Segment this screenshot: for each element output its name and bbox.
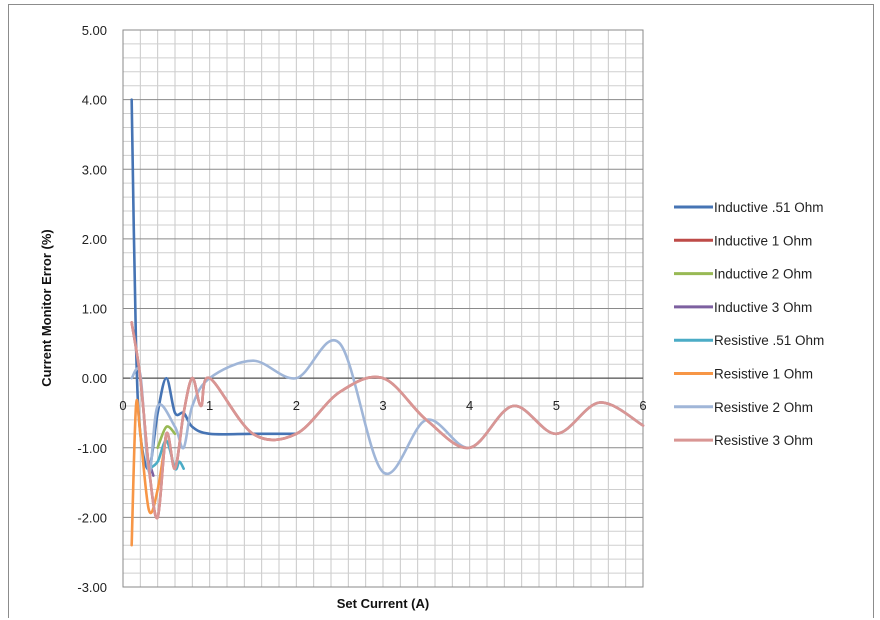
legend: Inductive .51 Ohm Inductive 1 Ohm Inductiv… [674, 200, 824, 448]
series-line-8 [130, 321, 645, 520]
x-tick-label: 6 [639, 398, 646, 413]
legend-label: Resistive 2 Ohm [714, 400, 813, 415]
grid [122, 29, 644, 588]
x-tick-label: 3 [379, 398, 386, 413]
legend-label: Inductive .51 Ohm [714, 200, 824, 215]
x-tick-label: 1 [206, 398, 213, 413]
legend-label: Resistive 1 Ohm [714, 367, 813, 382]
plot-border [122, 29, 644, 588]
tick-labels: 5.00 4.00 3.00 2.00 1.00 0.00 -1.00 -2.00 -3.00 0… [77, 23, 646, 595]
plot-area [130, 98, 645, 547]
legend-label: Inductive 1 Ohm [714, 233, 812, 248]
x-tick-label: 0 [119, 398, 126, 413]
x-tick-label: 5 [553, 398, 560, 413]
y-tick-label: -2.00 [77, 510, 107, 525]
legend-label: Resistive .51 Ohm [714, 333, 824, 348]
y-tick-label: 5.00 [82, 23, 107, 38]
legend-label: Inductive 2 Ohm [714, 267, 812, 282]
y-tick-label: -1.00 [77, 441, 107, 456]
series-line-3 [156, 425, 177, 450]
series-line-6 [130, 398, 168, 547]
x-tick-label: 4 [466, 398, 473, 413]
y-axis-title: Current Monitor Error (%) [39, 229, 54, 386]
x-axis-title: Set Current (A) [337, 596, 429, 611]
x-tick-label: 2 [293, 398, 300, 413]
y-tick-label: 1.00 [82, 302, 107, 317]
y-tick-label: -3.00 [77, 580, 107, 595]
legend-label: Resistive 3 Ohm [714, 433, 813, 448]
y-tick-label: 4.00 [82, 93, 107, 108]
legend-label: Inductive 3 Ohm [714, 300, 812, 315]
chart-frame [8, 4, 874, 618]
y-tick-label: 2.00 [82, 232, 107, 247]
y-tick-label: 0.00 [82, 371, 107, 386]
y-tick-label: 3.00 [82, 162, 107, 177]
